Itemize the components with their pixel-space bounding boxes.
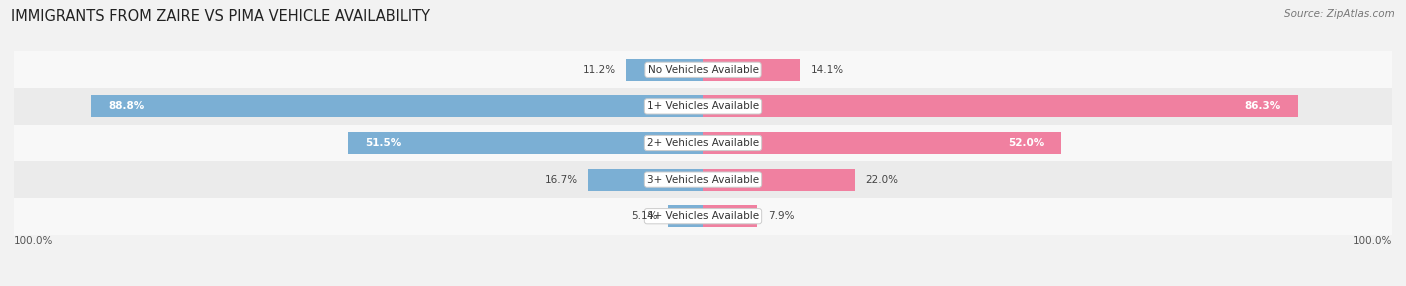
Text: 14.1%: 14.1% <box>810 65 844 75</box>
Text: 22.0%: 22.0% <box>865 175 898 184</box>
Text: 4+ Vehicles Available: 4+ Vehicles Available <box>647 211 759 221</box>
Bar <box>668 205 703 227</box>
Text: IMMIGRANTS FROM ZAIRE VS PIMA VEHICLE AVAILABILITY: IMMIGRANTS FROM ZAIRE VS PIMA VEHICLE AV… <box>11 9 430 23</box>
Bar <box>703 96 1298 117</box>
Bar <box>703 132 1062 154</box>
Text: 3+ Vehicles Available: 3+ Vehicles Available <box>647 175 759 184</box>
Text: 1+ Vehicles Available: 1+ Vehicles Available <box>647 102 759 111</box>
Bar <box>91 96 703 117</box>
Bar <box>14 88 1392 125</box>
Text: 16.7%: 16.7% <box>544 175 578 184</box>
Bar <box>703 169 855 190</box>
Bar <box>14 198 1392 235</box>
Bar <box>349 132 703 154</box>
Text: 52.0%: 52.0% <box>1008 138 1045 148</box>
Text: 88.8%: 88.8% <box>108 102 145 111</box>
Text: 100.0%: 100.0% <box>1353 236 1392 246</box>
Bar <box>14 51 1392 88</box>
Text: Source: ZipAtlas.com: Source: ZipAtlas.com <box>1284 9 1395 19</box>
Text: 100.0%: 100.0% <box>14 236 53 246</box>
Text: 7.9%: 7.9% <box>768 211 794 221</box>
Text: No Vehicles Available: No Vehicles Available <box>648 65 758 75</box>
Text: 11.2%: 11.2% <box>582 65 616 75</box>
Bar <box>14 125 1392 161</box>
Bar <box>703 205 758 227</box>
Bar <box>626 59 703 81</box>
Text: 86.3%: 86.3% <box>1244 102 1281 111</box>
Bar <box>14 161 1392 198</box>
Bar <box>588 169 703 190</box>
Text: 5.1%: 5.1% <box>631 211 658 221</box>
Text: 51.5%: 51.5% <box>366 138 402 148</box>
Text: 2+ Vehicles Available: 2+ Vehicles Available <box>647 138 759 148</box>
Bar <box>703 59 800 81</box>
